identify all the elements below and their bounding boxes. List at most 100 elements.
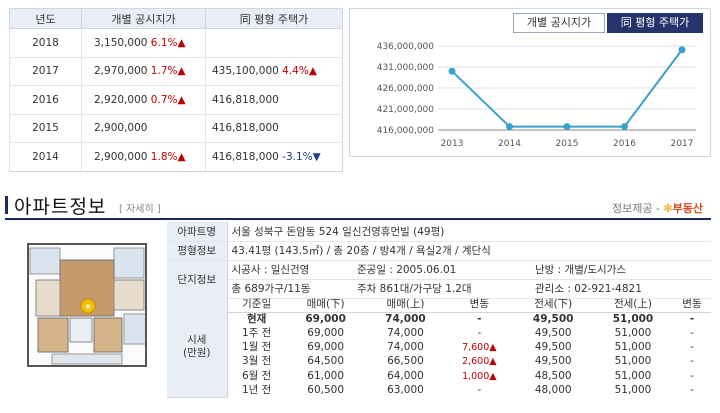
same-size-price: 416,818,000 <box>212 150 279 163</box>
apartment-name: 서울 성북구 돈암동 524 일신건영휴먼빌 (49평) <box>227 222 711 242</box>
apartment-info-table: 아파트명 서울 성북구 돈암동 524 일신건영휴먼빌 (49평) 평형정보 4… <box>167 222 711 299</box>
individual-price-cell: 2,900,000 1.8%▲ <box>81 142 206 171</box>
market-price-cell: 49,500 <box>532 313 574 326</box>
individual-price: 2,970,000 <box>94 65 148 78</box>
market-price-cell: 49,500 <box>534 326 572 339</box>
market-price-cell: 7,600▲ <box>462 342 497 354</box>
market-price-cell: 1주 전 <box>241 326 272 339</box>
individual-price-cell: 2,970,000 1.7%▲ <box>81 56 206 86</box>
market-price-col-header: 전세(上) <box>593 298 673 313</box>
price-table-row: 2014 2,900,000 1.8%▲ 416,818,000 -3.1%▼ <box>9 142 343 171</box>
market-price-cell: 48,000 <box>534 383 572 396</box>
chart-x-tick-label: 2014 <box>498 139 521 149</box>
info-row-complex-2: 총 689가구/11동 주차 861대/가구당 1.2대 관리소 : 02-92… <box>167 279 711 299</box>
info-row-size: 평형정보 43.41평 (143.5㎡) / 총 20층 / 방4개 / 욕실2… <box>167 241 711 261</box>
market-price-cell: 63,000 <box>387 383 424 396</box>
market-price-cell: - <box>690 369 694 382</box>
market-price-label-line2: (만원) <box>182 347 211 360</box>
header-accent-bar <box>5 196 8 214</box>
same-size-price: 416,818,000 <box>212 122 279 135</box>
info-provider-label: 정보제공 - <box>611 202 660 215</box>
market-price-cell: 48,500 <box>534 369 572 382</box>
individual-price-change: 1.8%▲ <box>150 150 186 163</box>
market-price-cell: 51,000 <box>614 383 652 396</box>
price-table-header: 년도 개별 공시지가 同 평형 주택가 <box>9 8 343 29</box>
market-price-cell: 60,500 <box>307 383 345 396</box>
market-price-cell: 64,500 <box>307 355 345 368</box>
market-price-cell: 1년 전 <box>241 383 272 396</box>
market-price-label: 시세 (만원) <box>167 298 228 398</box>
price-chart-panel: 개별 공시지가 同 평형 주택가 436,000,000 431,000,000 4… <box>349 8 711 157</box>
market-price-cell: 49,500 <box>534 355 572 368</box>
chart-y-tick-label: 421,000,000 <box>377 105 435 115</box>
size-info: 43.41평 (143.5㎡) / 총 20층 / 방4개 / 욕실2개 / 계… <box>227 241 711 261</box>
completion-date: 준공일 : 2005.06.01 <box>353 260 531 280</box>
market-price-cell: - <box>477 326 482 339</box>
tab-individual-price[interactable]: 개별 공시지가 <box>513 13 605 33</box>
market-price-label-line1: 시세 <box>187 334 207 347</box>
chart-data-point <box>678 46 686 54</box>
builder-info: 시공사 : 일신건영 <box>227 260 353 280</box>
apartment-info-header: 아파트정보 [ 자세히 ] 정보제공 - ✻부동산 <box>5 192 711 220</box>
market-price-cell: - <box>690 341 694 354</box>
market-price-cell: 51,000 <box>614 326 652 339</box>
col-same-size-price: 同 평형 주택가 <box>205 8 343 29</box>
individual-price-cell: 3,150,000 6.1%▲ <box>81 28 206 57</box>
market-price-row: 1주 전 69,000 74,000 - 49,500 51,000 - <box>167 326 711 340</box>
price-table-row: 2017 2,970,000 1.7%▲ 435,100,000 4.4%▲ <box>9 56 343 86</box>
market-price-row: 1월 전 69,000 74,000 7,600▲ 49,500 51,000 - <box>167 341 711 355</box>
same-size-price-cell: 416,818,000 -3.1%▼ <box>205 142 343 171</box>
floorplan-image[interactable]: ★ <box>12 236 162 376</box>
parking-info: 주차 861대/가구당 1.2대 <box>353 279 531 299</box>
market-price-row: 3월 전 64,500 66,500 2,600▲ 49,500 51,000 - <box>167 355 711 369</box>
detail-link[interactable]: [ 자세히 ] <box>119 204 161 215</box>
chart-y-tick-label: 436,000,000 <box>377 42 435 52</box>
market-price-row: 현재 69,000 74,000 - 49,500 51,000 - <box>167 312 711 326</box>
heating-info: 난방 : 개별/도시가스 <box>531 260 711 280</box>
price-table-row: 2015 2,900,000 416,818,000 <box>9 113 343 143</box>
chart-y-tick-label: 426,000,000 <box>377 84 435 94</box>
market-price-cell: 64,000 <box>387 369 424 382</box>
chart-x-tick-label: 2013 <box>441 139 464 149</box>
market-price-col-header: 매매(上) <box>365 298 446 313</box>
same-size-price-change: -3.1%▼ <box>282 150 321 163</box>
chart-x-tick-label: 2016 <box>613 139 636 149</box>
chart-y-tick-label: 416,000,000 <box>377 126 435 136</box>
chart-data-point <box>563 123 571 131</box>
market-price-col-header: 매매(下) <box>285 298 366 313</box>
chart-data-point <box>448 67 456 75</box>
price-history-table: 년도 개별 공시지가 同 평형 주택가 2018 3,150,000 6.1%▲ … <box>9 8 343 172</box>
market-price-cell: 1월 전 <box>241 341 272 354</box>
market-price-col-header: 변동 <box>672 298 711 313</box>
provider-logo-icon: ✻ <box>663 202 673 215</box>
market-price-cell: 74,000 <box>387 341 424 354</box>
market-price-cell: 61,000 <box>307 369 345 382</box>
market-price-cell: - <box>477 313 482 326</box>
price-year: 2016 <box>9 85 82 114</box>
svg-text:★: ★ <box>84 302 91 311</box>
same-size-price-change: 4.4%▲ <box>282 65 317 78</box>
market-price-cell: - <box>689 313 695 326</box>
tab-same-size-price[interactable]: 同 평형 주택가 <box>607 13 703 33</box>
price-table-row: 2018 3,150,000 6.1%▲ <box>9 28 343 57</box>
apartment-info-title: 아파트정보 <box>14 196 107 218</box>
market-price-cell: 74,000 <box>385 313 426 326</box>
price-year: 2017 <box>9 56 82 86</box>
col-individual-price: 개별 공시지가 <box>81 8 206 29</box>
individual-price: 2,900,000 <box>94 150 148 163</box>
market-price-cell: 현재 <box>246 313 267 326</box>
same-size-price: 435,100,000 <box>212 65 279 78</box>
market-price-cell: - <box>690 383 694 396</box>
individual-price-change: 6.1%▲ <box>150 36 186 49</box>
info-label-complex: 단지정보 <box>167 260 228 299</box>
market-price-cell: 3월 전 <box>241 355 272 368</box>
same-size-price-cell: 416,818,000 <box>205 85 343 114</box>
market-price-col-header: 기준일 <box>227 298 286 313</box>
individual-price: 3,150,000 <box>94 36 148 49</box>
info-row-name: 아파트명 서울 성북구 돈암동 524 일신건영휴먼빌 (49평) <box>167 222 711 242</box>
chart-y-tick-label: 431,000,000 <box>377 63 435 73</box>
market-price-row: 1년 전 60,500 63,000 - 48,000 51,000 - <box>167 383 711 397</box>
market-price-cell: 51,000 <box>612 313 654 326</box>
col-year: 년도 <box>9 8 82 29</box>
market-price-cell: 2,600▲ <box>462 356 497 368</box>
